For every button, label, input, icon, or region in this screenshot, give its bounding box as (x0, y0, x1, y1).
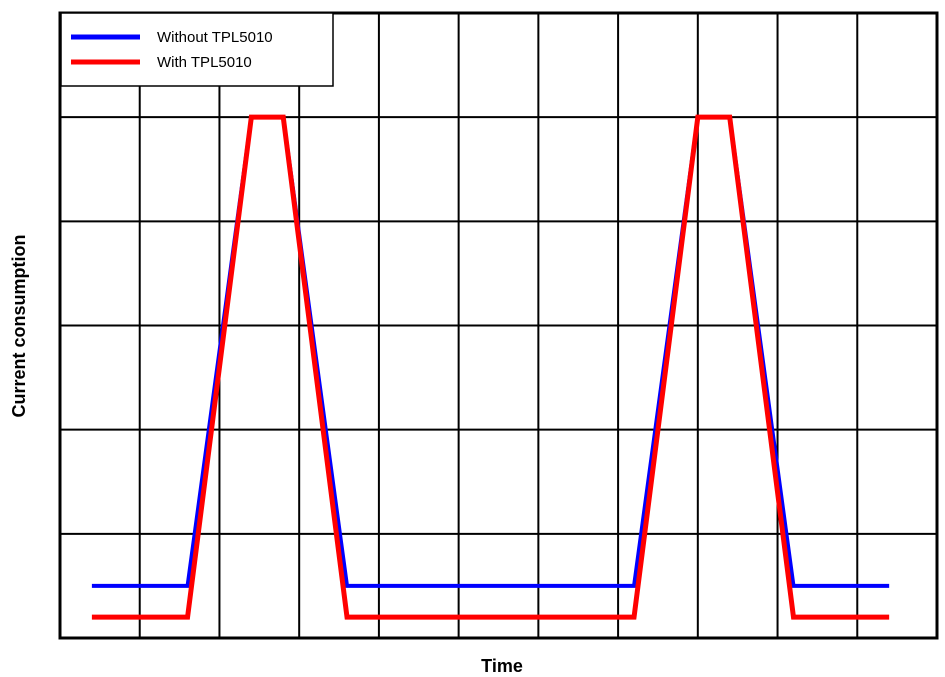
plot-border (58, 11, 939, 640)
legend-label-with-tpl5010: With TPL5010 (157, 54, 252, 71)
y-axis-label: Current consumption (9, 235, 29, 418)
series-line-without-tpl5010 (91, 115, 890, 588)
legend: Without TPL5010 With TPL5010 (60, 12, 334, 87)
grid (60, 13, 937, 638)
series-lines (91, 114, 890, 620)
x-axis-label: Time (481, 656, 523, 676)
legend-box (60, 12, 334, 87)
series-line-with-tpl5010 (91, 114, 890, 620)
legend-label-without-tpl5010: Without TPL5010 (157, 29, 273, 46)
